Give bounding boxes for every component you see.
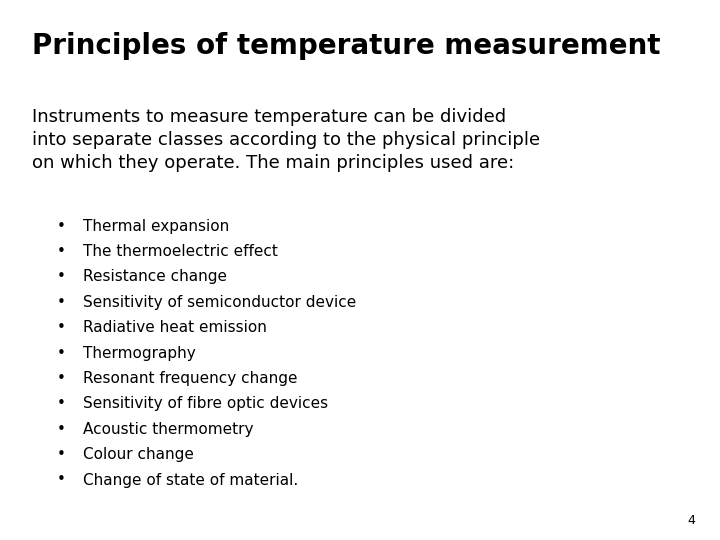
Text: •: •: [57, 472, 66, 488]
Text: Change of state of material.: Change of state of material.: [83, 472, 298, 488]
Text: •: •: [57, 346, 66, 361]
Text: •: •: [57, 269, 66, 285]
Text: Thermal expansion: Thermal expansion: [83, 219, 229, 234]
Text: Sensitivity of fibre optic devices: Sensitivity of fibre optic devices: [83, 396, 328, 411]
Text: •: •: [57, 396, 66, 411]
Text: Instruments to measure temperature can be divided
into separate classes accordin: Instruments to measure temperature can b…: [32, 108, 541, 172]
Text: •: •: [57, 447, 66, 462]
Text: Resonant frequency change: Resonant frequency change: [83, 371, 297, 386]
Text: •: •: [57, 371, 66, 386]
Text: Sensitivity of semiconductor device: Sensitivity of semiconductor device: [83, 295, 356, 310]
Text: 4: 4: [687, 514, 695, 526]
Text: Principles of temperature measurement: Principles of temperature measurement: [32, 32, 661, 60]
Text: •: •: [57, 320, 66, 335]
Text: •: •: [57, 219, 66, 234]
Text: Acoustic thermometry: Acoustic thermometry: [83, 422, 253, 437]
Text: •: •: [57, 244, 66, 259]
Text: Radiative heat emission: Radiative heat emission: [83, 320, 266, 335]
Text: •: •: [57, 295, 66, 310]
Text: Thermography: Thermography: [83, 346, 196, 361]
Text: •: •: [57, 422, 66, 437]
Text: The thermoelectric effect: The thermoelectric effect: [83, 244, 278, 259]
Text: Colour change: Colour change: [83, 447, 194, 462]
Text: Resistance change: Resistance change: [83, 269, 227, 285]
